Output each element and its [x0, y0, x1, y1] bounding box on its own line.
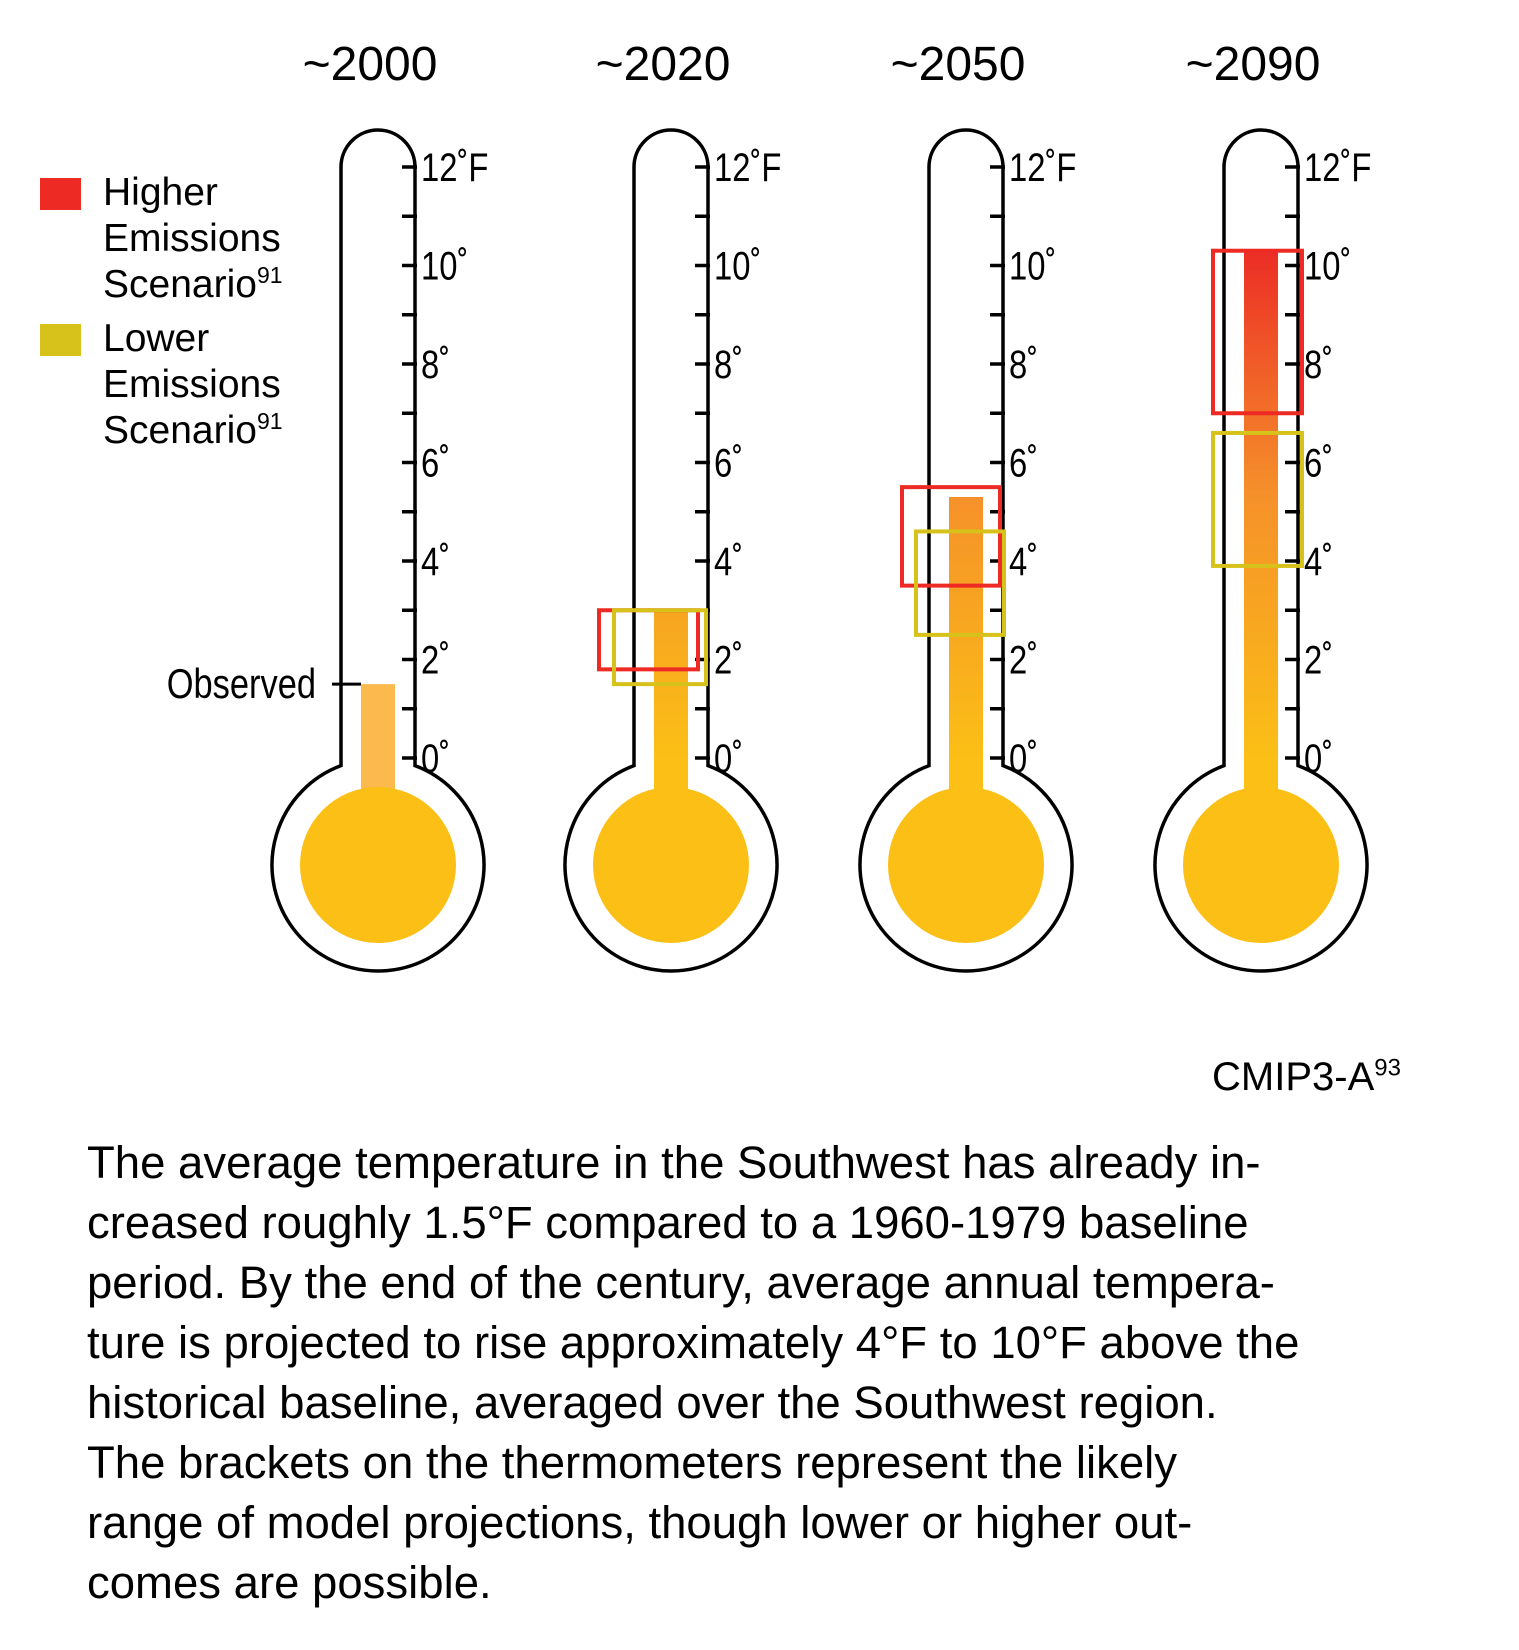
period-label: ~2000	[303, 38, 438, 91]
fill-column	[949, 496, 983, 825]
tick-label: 10˚	[421, 243, 468, 288]
tick-label: 2˚	[1304, 637, 1333, 682]
tick-label: 4˚	[714, 539, 743, 584]
tick-label: 0˚	[1304, 736, 1333, 781]
bracket-lower	[612, 608, 708, 687]
tick-label: 4˚	[421, 539, 450, 584]
thermometer-2000: ~2000 0˚ 2˚ 4˚ 6˚ 8˚ 10˚ 12˚F Observed	[167, 38, 488, 973]
tick-label: 0˚	[714, 736, 743, 781]
period-label: ~2090	[1186, 38, 1321, 91]
bracket-lower	[914, 529, 1006, 637]
tick-label: 12˚F	[714, 145, 781, 190]
tick-label: 6˚	[1009, 440, 1038, 485]
caption: The average temperature in the Southwest…	[87, 1133, 1487, 1613]
tick-label: 4˚	[1009, 539, 1038, 584]
thermometer-2020: ~2020 0˚ 2˚ 4˚ 6˚ 8˚ 10˚ 12˚F	[563, 38, 781, 973]
tick-label: 6˚	[1304, 440, 1333, 485]
thermometer-outline	[270, 128, 486, 973]
period-label: ~2050	[891, 38, 1026, 91]
source-footnote: 93	[1374, 1054, 1401, 1082]
tick-label: 8˚	[1304, 342, 1333, 387]
caption-line: historical baseline, averaged over the S…	[87, 1377, 1218, 1428]
legend-label-line: Emissions	[103, 217, 281, 260]
thermometer-chart: ~2000 0˚ 2˚ 4˚ 6˚ 8˚ 10˚ 12˚F Observed ~2020 0˚ 2˚ 4…	[167, 38, 1371, 973]
tick-label: 2˚	[1009, 637, 1038, 682]
tick-label: 10˚	[1009, 243, 1056, 288]
tick-label: 6˚	[421, 440, 450, 485]
tick-label: 0˚	[1009, 736, 1038, 781]
legend-footnote: 91	[256, 408, 283, 434]
legend-swatch-higher	[40, 178, 81, 210]
thermometer-2050: ~2050 0˚ 2˚ 4˚ 6˚ 8˚ 10˚ 12˚F	[858, 38, 1076, 973]
legend-label-line: Scenario91	[103, 262, 283, 306]
period-label: ~2020	[596, 38, 731, 91]
legend-footnote: 91	[256, 262, 283, 288]
legend-swatch-lower	[40, 324, 81, 356]
tick-label: 2˚	[421, 637, 450, 682]
tick-label: 0˚	[421, 736, 450, 781]
thermometer-2090: ~2090 0˚ 2˚ 4˚ 6˚ 8˚ 10˚ 12˚F	[1153, 38, 1371, 973]
caption-line: range of model projections, though lower…	[87, 1497, 1193, 1548]
tick-label: 12˚F	[421, 145, 488, 190]
bulb-fill	[888, 787, 1044, 943]
tick-label: 4˚	[1304, 539, 1333, 584]
tick-label: 8˚	[1009, 342, 1038, 387]
bulb-fill	[1183, 787, 1339, 943]
tick-label: 12˚F	[1304, 145, 1371, 190]
tick-label: 2˚	[714, 637, 743, 682]
tick-label: 8˚	[421, 342, 450, 387]
caption-line: period. By the end of the century, avera…	[87, 1257, 1275, 1308]
fill-column	[1244, 250, 1278, 826]
caption-line: comes are possible.	[87, 1557, 492, 1608]
tick-label: 10˚	[1304, 243, 1351, 288]
tick-label: 8˚	[714, 342, 743, 387]
tick-label: 12˚F	[1009, 145, 1076, 190]
legend-label-line: Lower	[103, 317, 210, 360]
observed-label: Observed	[167, 661, 316, 708]
bulb-fill	[593, 787, 749, 943]
bracket-lower	[1211, 430, 1304, 568]
legend-label-line: Scenario91	[103, 408, 283, 452]
caption-line: creased roughly 1.5°F compared to a 1960…	[87, 1197, 1249, 1248]
caption-line: The average temperature in the Southwest…	[87, 1137, 1261, 1188]
tick-label: 10˚	[714, 243, 761, 288]
legend-label-line: Emissions	[103, 363, 281, 406]
bulb-fill	[300, 787, 456, 943]
caption-line: ture is projected to rise approximately …	[87, 1317, 1300, 1368]
bracket-higher	[900, 485, 1002, 588]
caption-line: The brackets on the thermometers represe…	[87, 1437, 1177, 1488]
thermometer-outline	[563, 128, 779, 973]
tick-label: 6˚	[714, 440, 743, 485]
bracket-higher	[1211, 248, 1304, 416]
legend-label-line: Higher	[103, 171, 218, 214]
source-label: CMIP3-A93	[1212, 1054, 1401, 1099]
